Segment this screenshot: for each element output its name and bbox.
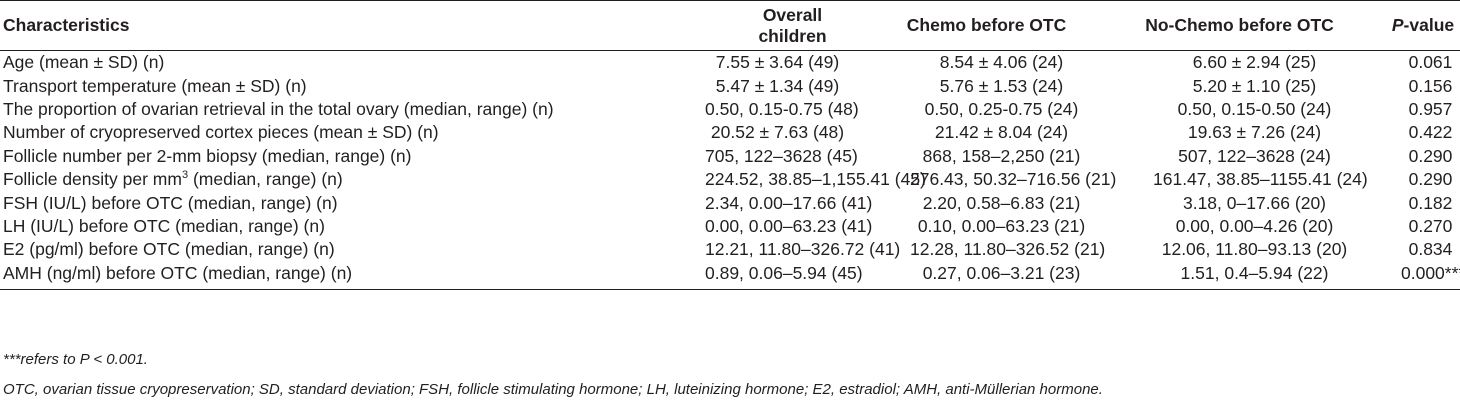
cell-chemo: 0.10, 0.00–63.23 (21) [917,215,1086,236]
cell-nochemo: 161.47, 38.85–1155.41 (24) [1153,169,1368,190]
footnote-abbreviations: OTC, ovarian tissue cryopreservation; SD… [3,381,1103,398]
row-label: Follicle density per mm3 (median, range)… [0,168,585,191]
row-label-superscript: 3 [181,169,189,182]
cell-overall: 2.34, 0.00–17.66 (41) [705,192,873,213]
cell-overall: 5.47 ± 1.34 (49) [715,75,840,96]
table-header-row: Characteristics Overall children Chemo b… [0,0,1460,51]
row-label-text-suffix: (median, range) (n) [188,169,343,190]
cell-overall: 0.00, 0.00–63.23 (41) [705,215,873,236]
cell-overall: 0.89, 0.06–5.94 (45) [705,262,863,283]
cell-nochemo: 1.51, 0.4–5.94 (22) [1180,262,1329,283]
row-label: E2 (pg/ml) before OTC (median, range) (n… [3,239,335,260]
row-label: FSH (IU/L) before OTC (median, range) (n… [3,192,338,213]
cell-chemo: 0.50, 0.25-0.75 (24) [924,98,1079,119]
cell-p-value: 0.834 [1408,239,1453,260]
cell-overall: 7.55 ± 3.64 (49) [715,52,840,73]
table-row: Follicle number per 2-mm biopsy (median,… [0,145,1460,168]
header-p-letter: P [1391,15,1404,35]
header-chemo-before-otc: Chemo before OTC [906,15,1067,35]
table-row: LH (IU/L) before OTC (median, range) (n)… [0,215,1460,238]
cell-p-value: 0.422 [1408,122,1453,143]
table-footnotes: ***refers to P < 0.001. OTC, ovarian tis… [3,345,1103,405]
cell-chemo: 2.20, 0.58–6.83 (21) [922,192,1081,213]
cell-nochemo: 507, 122–3628 (24) [1178,145,1331,166]
cell-overall: 20.52 ± 7.63 (48) [710,122,845,143]
header-no-chemo-before-otc: No-Chemo before OTC [1145,15,1334,35]
row-label: Age (mean ± SD) (n) [3,52,165,73]
cell-p-value: 0.270 [1408,215,1453,236]
table-row: E2 (pg/ml) before OTC (median, range) (n… [0,238,1460,261]
row-label: LH (IU/L) before OTC (median, range) (n) [3,215,325,236]
characteristics-table: Characteristics Overall children Chemo b… [0,0,1460,290]
cell-nochemo: 5.20 ± 1.10 (25) [1192,75,1317,96]
table-row: Transport temperature (mean ± SD) (n) 5.… [0,74,1460,97]
row-label: Follicle number per 2-mm biopsy (median,… [3,145,412,166]
header-p-value: P-value [1356,1,1460,51]
cell-overall: 224.52, 38.85–1,155.41 (45) [705,169,926,190]
header-characteristics: Characteristics [3,15,130,35]
cell-chemo: 276.43, 50.32–716.56 (21) [910,169,1117,190]
cell-chemo: 0.27, 0.06–3.21 (23) [922,262,1081,283]
footnote-significance: ***refers to P < 0.001. [3,345,1103,375]
row-label-text: Follicle density per mm [3,169,182,190]
cell-overall: 12.21, 11.80–326.72 (41) [705,239,901,260]
cell-nochemo: 3.18, 0–17.66 (20) [1182,192,1327,213]
header-overall-children: Overall children [758,4,827,46]
cell-p-value: 0.182 [1408,192,1453,213]
cell-chemo: 12.28, 11.80–326.52 (21) [910,239,1106,260]
footnote-significance-prefix: ***refers to [3,351,80,368]
cell-p-value: 0.290 [1408,169,1453,190]
cell-nochemo: 0.00, 0.00–4.26 (20) [1175,215,1334,236]
cell-nochemo: 6.60 ± 2.94 (25) [1192,52,1317,73]
header-p-suffix: -value [1403,15,1455,35]
cell-chemo: 868, 158–2,250 (21) [922,145,1081,166]
cell-p-value: 0.061 [1408,52,1453,73]
cell-p-value: 0.957 [1408,98,1453,119]
cell-chemo: 21.42 ± 8.04 (24) [934,122,1069,143]
table-row: Follicle density per mm3 (median, range)… [0,168,1460,191]
cell-p-value: 0.290 [1408,145,1453,166]
row-label: The proportion of ovarian retrieval in t… [3,98,554,119]
table-row: Number of cryopreserved cortex pieces (m… [0,121,1460,144]
row-label: Transport temperature (mean ± SD) (n) [3,75,307,96]
characteristics-table-container: Characteristics Overall children Chemo b… [0,0,1460,290]
cell-chemo: 8.54 ± 4.06 (24) [939,52,1064,73]
cell-overall: 0.50, 0.15-0.75 (48) [705,98,859,119]
cell-p-value: 0.156 [1408,75,1453,96]
cell-nochemo: 12.06, 11.80–93.13 (20) [1161,239,1348,260]
table-row: The proportion of ovarian retrieval in t… [0,98,1460,121]
table-row: AMH (ng/ml) before OTC (median, range) (… [0,262,1460,290]
cell-nochemo: 0.50, 0.15-0.50 (24) [1177,98,1332,119]
row-label: AMH (ng/ml) before OTC (median, range) (… [3,262,353,283]
cell-overall: 705, 122–3628 (45) [705,145,858,166]
row-label: Number of cryopreserved cortex pieces (m… [3,122,439,143]
cell-p-value: 0.000*** [1401,262,1460,283]
cell-nochemo: 19.63 ± 7.26 (24) [1187,122,1322,143]
table-row: FSH (IU/L) before OTC (median, range) (n… [0,191,1460,214]
cell-chemo: 5.76 ± 1.53 (24) [939,75,1064,96]
footnote-significance-expr: P < 0.001. [79,351,148,368]
table-row: Age (mean ± SD) (n) 7.55 ± 3.64 (49) 8.5… [0,51,1460,75]
